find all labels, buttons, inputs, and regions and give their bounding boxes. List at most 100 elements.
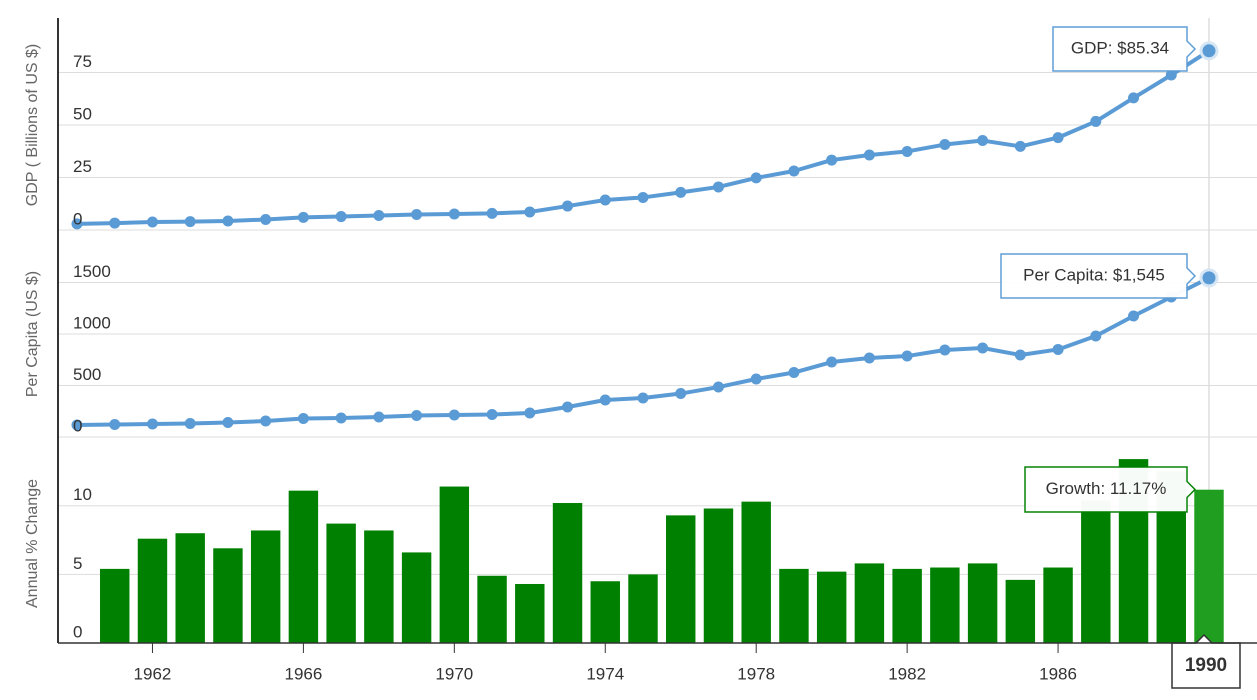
y-axis-title: Per Capita (US $)	[24, 271, 41, 397]
point	[1052, 343, 1064, 355]
point	[977, 342, 989, 354]
bar	[100, 568, 130, 643]
bar	[1081, 500, 1111, 643]
bar	[288, 490, 319, 643]
bar	[439, 486, 470, 643]
point	[524, 407, 536, 419]
y-tick-label: 0	[73, 209, 82, 228]
bar	[854, 563, 885, 643]
point	[1128, 92, 1140, 104]
point	[448, 409, 460, 421]
y-tick-label: 50	[73, 104, 92, 123]
point	[260, 415, 272, 427]
bar	[552, 503, 583, 643]
point	[1090, 115, 1102, 127]
y-tick-label: 25	[73, 157, 92, 176]
point	[826, 356, 838, 368]
point	[71, 218, 83, 230]
bar	[1043, 567, 1073, 643]
bar	[401, 552, 432, 643]
bar	[892, 568, 922, 643]
bar	[666, 515, 696, 643]
point	[222, 416, 234, 428]
bar	[175, 533, 205, 643]
point	[1052, 132, 1064, 144]
point	[335, 211, 347, 223]
bar	[816, 571, 847, 643]
y-axis-title: GDP ( Billions of US $)	[24, 44, 41, 206]
point	[826, 154, 838, 166]
point	[599, 394, 611, 406]
bar	[137, 538, 168, 643]
point	[1165, 69, 1177, 81]
point	[637, 392, 649, 404]
point	[1090, 330, 1102, 342]
bar	[1005, 579, 1036, 643]
point	[411, 208, 423, 220]
point	[675, 388, 687, 400]
point	[1014, 140, 1026, 152]
point	[184, 418, 196, 430]
y-tick-label: 75	[73, 52, 92, 71]
point	[146, 216, 158, 228]
tooltip-text: Growth: 11.17%	[1046, 479, 1167, 498]
point	[1014, 349, 1026, 361]
point	[863, 352, 875, 364]
point	[977, 135, 989, 147]
point	[1199, 41, 1219, 61]
point	[335, 412, 347, 424]
x-tick-label: 1962	[134, 664, 172, 683]
tooltip-box	[1000, 253, 1197, 299]
point	[486, 409, 498, 421]
tooltip-box	[1024, 466, 1197, 513]
point	[297, 412, 309, 424]
point	[411, 409, 423, 421]
x-tick-label: 1966	[284, 664, 322, 683]
bar	[213, 548, 243, 643]
point	[1199, 268, 1219, 288]
x-highlight-label: 1990	[1185, 655, 1227, 676]
point	[901, 145, 913, 157]
point	[863, 149, 875, 161]
bar	[930, 567, 960, 643]
bar	[364, 530, 394, 643]
bar	[741, 501, 771, 643]
point	[750, 172, 762, 184]
point	[637, 191, 649, 203]
bar	[590, 581, 620, 643]
point	[712, 381, 724, 393]
point	[222, 215, 234, 227]
mark-layer	[71, 41, 1224, 643]
y-tick-label: 5	[73, 554, 82, 573]
bar	[326, 523, 356, 643]
point	[184, 216, 196, 228]
x-tick-label: 1982	[888, 664, 926, 683]
point	[562, 200, 574, 212]
y-tick-label: 1500	[73, 262, 111, 281]
point	[373, 411, 385, 423]
point	[901, 350, 913, 362]
point	[109, 217, 121, 229]
point	[373, 210, 385, 222]
bar	[477, 575, 507, 643]
bar	[967, 563, 998, 643]
bar	[703, 508, 734, 643]
x-tick-label: 1986	[1039, 664, 1077, 683]
y-tick-label: 0	[73, 622, 82, 641]
y-tick-label: 10	[73, 485, 92, 504]
point	[297, 211, 309, 223]
y-tick-label: 0	[73, 416, 82, 435]
point	[939, 139, 951, 151]
point	[524, 206, 536, 218]
point	[712, 181, 724, 193]
point	[788, 367, 800, 379]
tooltip-text: GDP: $85.34	[1071, 38, 1169, 57]
point	[1128, 310, 1140, 322]
point	[260, 214, 272, 225]
tooltip-text: Per Capita: $1,545	[1023, 265, 1165, 284]
point	[788, 165, 800, 177]
point	[71, 419, 83, 431]
point	[109, 419, 121, 431]
bar	[515, 583, 545, 643]
